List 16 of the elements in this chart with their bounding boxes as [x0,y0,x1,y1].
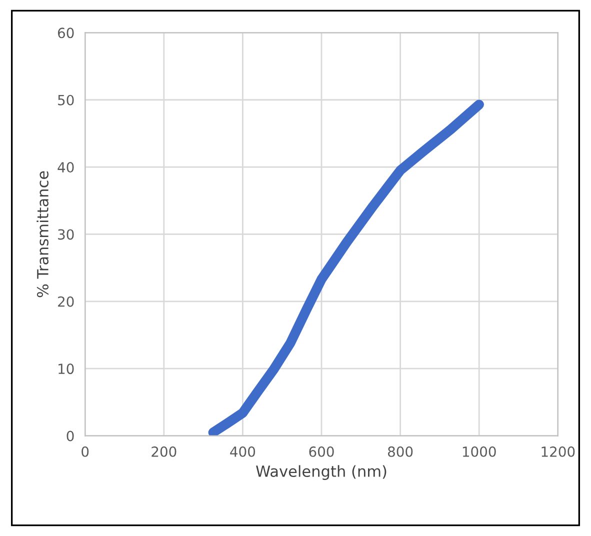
x-tick-label: 800 [388,446,413,457]
y-tick-label: 20 [58,296,74,307]
x-tick-label: 400 [230,446,256,457]
x-axis-title: Wavelength (nm) [256,465,386,480]
y-axis-title: % Transmittance [36,171,48,298]
x-tick-label: 1200 [542,446,575,457]
y-tick-label: 10 [58,364,74,374]
y-tick-label: 60 [58,28,74,38]
x-tick-label: 200 [152,446,176,457]
x-tick-label: 0 [82,446,89,457]
y-tick-label: 40 [58,162,74,173]
x-tick-label: 600 [309,446,334,457]
y-tick-label: 0 [66,430,74,442]
y-tick-label: 30 [58,229,74,240]
y-tick-label: 50 [58,94,74,106]
x-tick-label: 1000 [462,446,496,457]
